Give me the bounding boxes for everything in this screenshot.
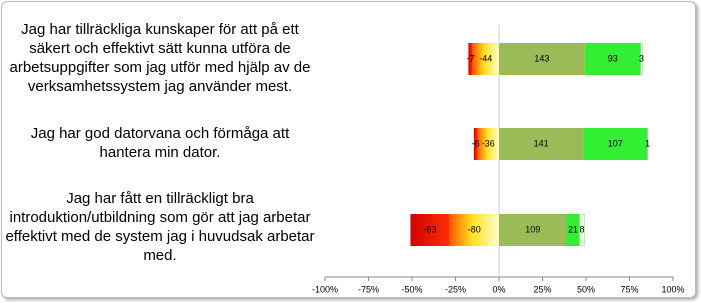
bar-segment xyxy=(468,43,473,75)
bar-segment xyxy=(584,43,641,75)
bar-label: 8 xyxy=(579,224,584,234)
bar-label: -36 xyxy=(482,138,495,148)
bar-label: 1 xyxy=(645,138,650,148)
bar-label: -7 xyxy=(466,53,474,63)
bar-segment xyxy=(583,128,648,160)
x-tick-label: 25% xyxy=(533,284,551,294)
bar-segment xyxy=(473,128,478,160)
bar-label: 21 xyxy=(568,224,578,234)
bar-segment xyxy=(647,127,649,161)
bar-label: 3 xyxy=(639,53,644,63)
x-tick-label: 0% xyxy=(492,284,505,294)
bar-label: 107 xyxy=(608,138,623,148)
x-tick-label: -50% xyxy=(401,284,422,294)
x-tick-label: 100% xyxy=(661,284,684,294)
x-tick-label: 75% xyxy=(620,284,638,294)
x-tick-label: -75% xyxy=(358,284,379,294)
bar-segment xyxy=(472,43,499,75)
bar-label: 141 xyxy=(534,138,549,148)
category-label: Jag har tillräckliga kunskaper för att p… xyxy=(9,21,311,95)
bar-segment xyxy=(499,214,567,246)
x-tick-label: -100% xyxy=(312,284,338,294)
bar-segment xyxy=(579,213,585,247)
bar-segment xyxy=(499,43,585,75)
bar-segment xyxy=(410,214,450,246)
bar-segment xyxy=(449,214,499,246)
bar-segment xyxy=(566,214,580,246)
bar-label: -44 xyxy=(479,53,492,63)
bar-label: -63 xyxy=(423,224,436,234)
bar-label: -80 xyxy=(468,224,481,234)
category-label: Jag har fått en tillräckligt bra introdu… xyxy=(5,190,315,264)
bar-segment xyxy=(640,42,643,76)
bar-label: 93 xyxy=(608,53,618,63)
category-label: Jag har god datorvana och förmåga att ha… xyxy=(30,125,290,161)
bar-segment xyxy=(499,128,584,160)
bar-segment xyxy=(477,128,499,160)
x-tick-label: -25% xyxy=(445,284,466,294)
x-tick-label: 50% xyxy=(577,284,595,294)
bar-label: -6 xyxy=(472,138,480,148)
bar-label: 143 xyxy=(534,53,549,63)
bar-label: 109 xyxy=(525,224,540,234)
